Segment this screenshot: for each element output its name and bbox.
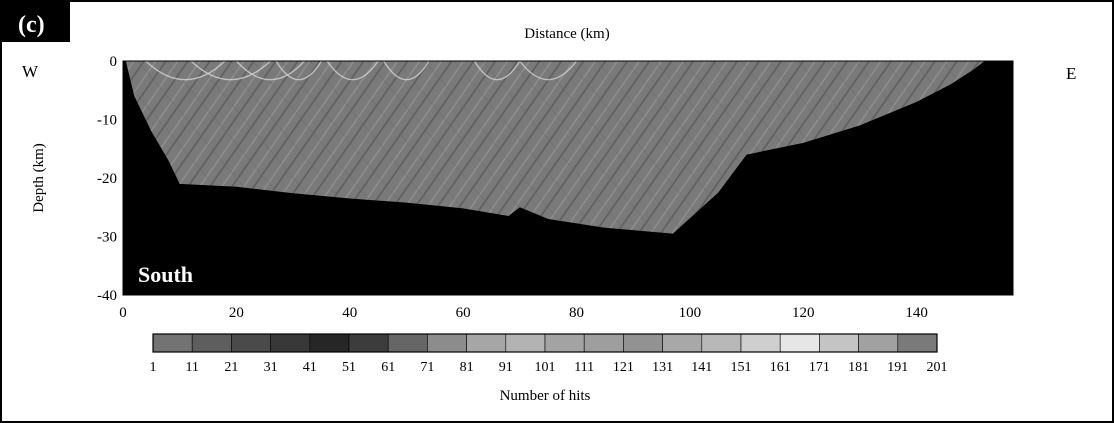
- colorbar-cell: [152, 333, 193, 353]
- colorbar-tick-label: 101: [535, 360, 556, 375]
- colorbar-tick-label: 91: [499, 360, 513, 375]
- colorbar-tick-label: 201: [927, 360, 948, 375]
- y-axis-title: Depth (km): [31, 143, 47, 213]
- colorbar-cell: [348, 333, 389, 353]
- colorbar: 1 11 21 31 41 51 61 71 81 91 101 111 121 131 141 151 161…: [150, 333, 948, 404]
- colorbar-cell: [701, 333, 742, 353]
- shot-arc: [275, 60, 323, 81]
- colorbar-cell: [427, 333, 467, 353]
- x-tick-label: 120: [792, 305, 815, 321]
- shot-arc: [473, 60, 521, 81]
- colorbar-tick-label: 11: [185, 360, 198, 375]
- colorbar-tick-label: 41: [303, 360, 317, 375]
- colorbar-cell: [662, 333, 703, 353]
- x-tick-label: 20: [229, 305, 244, 321]
- x-axis: 0 20 40 60 80 100 120 140: [119, 288, 1008, 321]
- y-tick-label: 0: [110, 54, 118, 70]
- colorbar-cell: [740, 333, 781, 353]
- colorbar-cell: [191, 333, 232, 353]
- colorbar-tick-label: 181: [848, 360, 869, 375]
- x-axis-title: Distance (km): [524, 26, 609, 42]
- colorbar-tick-label: 121: [613, 360, 634, 375]
- colorbar-cell: [858, 333, 899, 353]
- ray-coverage-overlay: [125, 61, 985, 234]
- colorbar-cell: [270, 333, 311, 353]
- shot-arc: [145, 60, 226, 81]
- shot-arc: [383, 60, 430, 81]
- shot-arcs: [145, 60, 578, 81]
- colorbar-cell: [583, 333, 624, 353]
- y-tick-label: -30: [97, 230, 117, 246]
- colorbar-cell: [544, 333, 585, 353]
- shot-arc: [519, 60, 578, 81]
- y-tick-label: -20: [97, 171, 117, 187]
- y-axis: 0 -10 -20 -30 -40: [97, 54, 1013, 304]
- panel-label: (c): [18, 12, 45, 38]
- colorbar-cell: [897, 333, 938, 353]
- colorbar-tick-label: 141: [691, 360, 712, 375]
- colorbar-cell: [387, 333, 428, 353]
- panel-label-box: [2, 2, 70, 42]
- x-tick-label: 0: [119, 305, 127, 321]
- colorbar-cell: [309, 333, 350, 353]
- x-tick-label: 80: [569, 305, 584, 321]
- x-tick-label: 140: [905, 305, 928, 321]
- colorbar-tick-label: 191: [887, 360, 908, 375]
- colorbar-cell: [819, 333, 859, 353]
- colorbar-frame: [152, 333, 938, 353]
- colorbar-cell: [466, 333, 507, 353]
- shot-arc: [190, 60, 271, 81]
- colorbar-cell: [505, 333, 546, 353]
- colorbar-tick-label: 151: [731, 360, 752, 375]
- y-tick-label: -10: [97, 113, 117, 129]
- colorbar-ticks: 1 11 21 31 41 51 61 71 81 91 101 111 121 131 141 151 161…: [150, 360, 948, 375]
- colorbar-cell: [779, 333, 820, 353]
- colorbar-title: Number of hits: [500, 388, 591, 404]
- direction-east: E: [1066, 64, 1076, 83]
- region-label: South: [138, 262, 193, 287]
- colorbar-tick-label: 31: [264, 360, 278, 375]
- shot-arc: [326, 60, 379, 81]
- colorbar-tick-label: 71: [420, 360, 434, 375]
- colorbar-cells: [152, 333, 938, 353]
- colorbar-tick-label: 171: [809, 360, 830, 375]
- x-tick-label: 60: [456, 305, 471, 321]
- colorbar-tick-label: 131: [652, 360, 673, 375]
- plot-area: South: [122, 60, 1014, 296]
- colorbar-tick-label: 61: [381, 360, 395, 375]
- colorbar-tick-label: 161: [770, 360, 791, 375]
- colorbar-tick-label: 81: [460, 360, 474, 375]
- x-tick-label: 40: [342, 305, 357, 321]
- colorbar-cell: [623, 333, 663, 353]
- x-tick-label: 100: [679, 305, 702, 321]
- shot-arc: [235, 60, 305, 81]
- colorbar-tick-label: 1: [150, 360, 157, 375]
- colorbar-tick-label: 21: [224, 360, 238, 375]
- colorbar-tick-label: 51: [342, 360, 356, 375]
- colorbar-cell: [231, 333, 271, 353]
- colorbar-tick-label: 111: [574, 360, 594, 375]
- y-tick-label: -40: [97, 288, 117, 304]
- direction-west: W: [22, 62, 39, 81]
